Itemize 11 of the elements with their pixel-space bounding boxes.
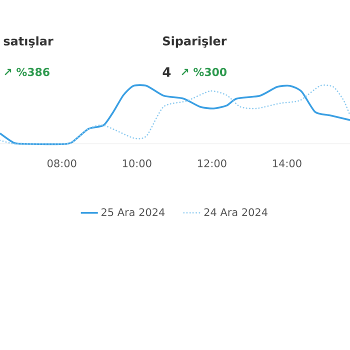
text: Siparişler (163, 36, 227, 48)
legend-label: 25 Ara 2024 (102, 208, 165, 216)
text: ↗ %386 (4, 68, 50, 76)
x-tick-label: 08:00 (48, 159, 76, 168)
text: 4 (162, 67, 171, 77)
legend-label: 24 Ara 2024 (204, 208, 268, 216)
x-tick-label: 12:00 (198, 159, 226, 168)
x-tick-label: 10:00 (122, 159, 152, 168)
text: ↗ %300 (182, 68, 227, 76)
x-tick-label: 14:00 (273, 159, 302, 168)
text: satışlar (4, 36, 54, 48)
